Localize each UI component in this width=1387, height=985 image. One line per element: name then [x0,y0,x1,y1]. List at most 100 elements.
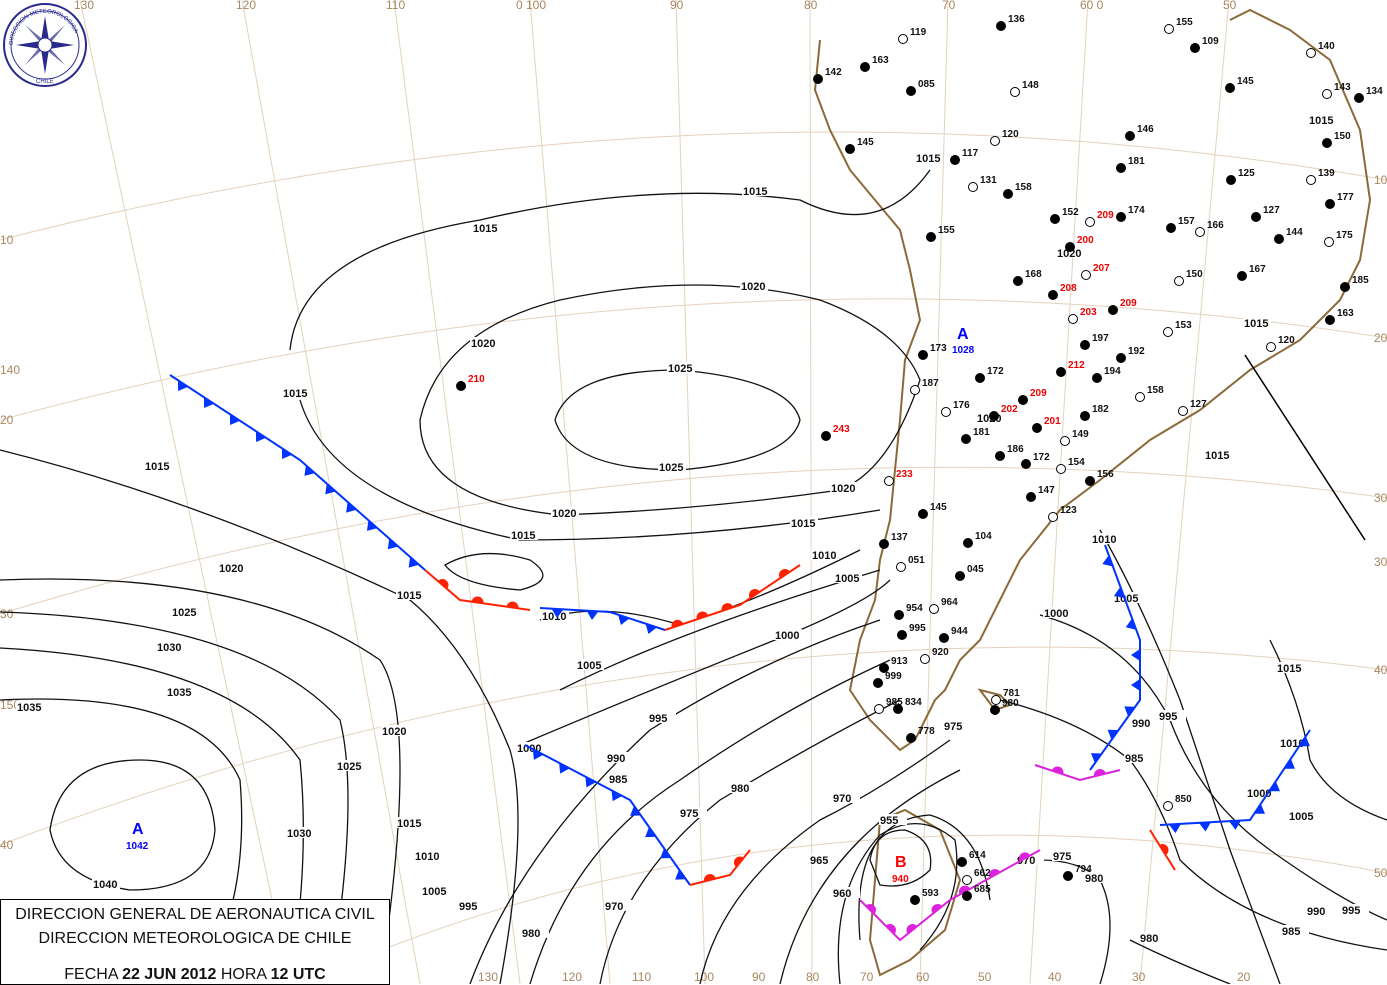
station-plot: 197 [1080,333,1109,350]
isobar-label: 995 [1159,711,1177,723]
grid-label: 30 [0,607,14,621]
cold-front-triangle [1107,729,1119,740]
logo: DIRECCION METEOROLOGICA CHILE [3,3,87,87]
warm-front-semicircle [885,924,896,935]
station-plot: 125 [1226,168,1255,185]
station-circle [845,144,855,154]
cold-front-triangle [1254,803,1265,814]
warm-front-semicircle [696,611,709,620]
station-circle [1003,189,1013,199]
station-pressure: 920 [932,647,949,658]
isobar-label: 1020 [552,508,576,520]
high-pressure-center-2: A 1028 [952,326,975,356]
cold-front-triangle [229,414,241,426]
station-pressure: 163 [872,55,889,66]
station-plot: 174 [1116,205,1145,222]
station-pressure: 142 [825,67,842,78]
station-circle [1116,212,1126,222]
grid-label: 80 [806,970,820,984]
station-plots: 119 163 136 155 109 145 140 142 085 148 146 134 143 1… [456,14,1383,905]
station-plot: 614 [957,850,986,867]
station-circle [975,373,985,383]
isobar-label: 1020 [382,726,406,738]
grid-label: 50 [1223,0,1237,12]
isobar-label: 985 [609,774,627,786]
isobar-label: 1015 [397,818,421,830]
station-pressure: 156 [1097,469,1114,480]
isobar-label: 970 [833,793,851,805]
station-pressure: 202 [1001,404,1018,415]
isobar-label: 980 [731,783,749,795]
station-plot: 120 [990,129,1019,146]
station-plot: 194 [1092,366,1121,383]
station-circle [1322,89,1332,99]
station-circle [897,630,907,640]
station-circle [920,654,930,664]
isobar-label: 1005 [835,573,859,585]
station-plot: 212 [1056,360,1085,377]
isobar-label: 1015 [916,153,940,165]
station-pressure: 127 [1263,205,1280,216]
station-circle [1048,290,1058,300]
station-pressure: 104 [975,531,992,542]
cold-front-triangle [177,380,189,392]
station-plot: 145 [1225,76,1254,93]
isobar-label: 990 [1307,906,1325,918]
station-circle [898,34,908,44]
station-circle [918,350,928,360]
station-plot: 181 [961,427,990,444]
cold-front-triangle [1199,822,1211,832]
station-plot: 085 [906,79,935,96]
station-pressure: 140 [1318,41,1335,52]
station-circle [1163,801,1173,811]
station-circle [906,733,916,743]
station-plot: 119 [898,27,927,44]
station-plot: 980 [990,698,1019,715]
low-value: 940 [892,874,909,885]
isobar-label: 1030 [287,828,311,840]
station-plot: 150 [1322,131,1351,148]
grid-label: 130 [478,970,498,984]
station-pressure: 197 [1092,333,1109,344]
station-plot: 187 [910,378,939,395]
grid-label: 100 [694,970,714,984]
station-plot: 173 [918,343,947,360]
grid-label: 50 [978,970,992,984]
station-pressure: 980 [1002,698,1019,709]
station-circle [1195,227,1205,237]
station-circle [1135,392,1145,402]
high-value: 1028 [952,345,975,356]
station-circle [939,633,949,643]
cold-front-triangle [1284,758,1295,769]
station-pressure: 109 [1202,36,1219,47]
station-pressure: 208 [1060,283,1077,294]
occluded-front [859,849,1041,942]
isobar-label: 1020 [831,483,855,495]
hora-label: HORA [220,966,267,983]
warm-front-semicircle [1051,766,1064,775]
grid-label: 10 [1374,173,1387,187]
fecha-label: FECHA [64,966,118,983]
station-circle [874,704,884,714]
station-pressure: 172 [1033,452,1050,463]
station-plot: 051 [896,555,925,572]
station-circle [1174,276,1184,286]
station-plot: 153 [1163,320,1192,337]
station-circle [906,86,916,96]
station-plot: 104 [963,531,992,548]
station-circle [910,385,920,395]
isobar-label: 1005 [422,886,446,898]
station-plot: 149 [1060,429,1089,446]
station-circle [1092,373,1102,383]
station-pressure: 834 [905,697,922,708]
station-pressure: 207 [1093,263,1110,274]
station-pressure: 778 [918,726,935,737]
warm-front-semicircle [506,601,519,609]
station-pressure: 145 [1237,76,1254,87]
station-plot: 168 [1013,269,1042,286]
station-plot: 186 [995,444,1024,461]
station-plot: 155 [926,225,955,242]
isobar-label: 1005 [577,660,601,672]
